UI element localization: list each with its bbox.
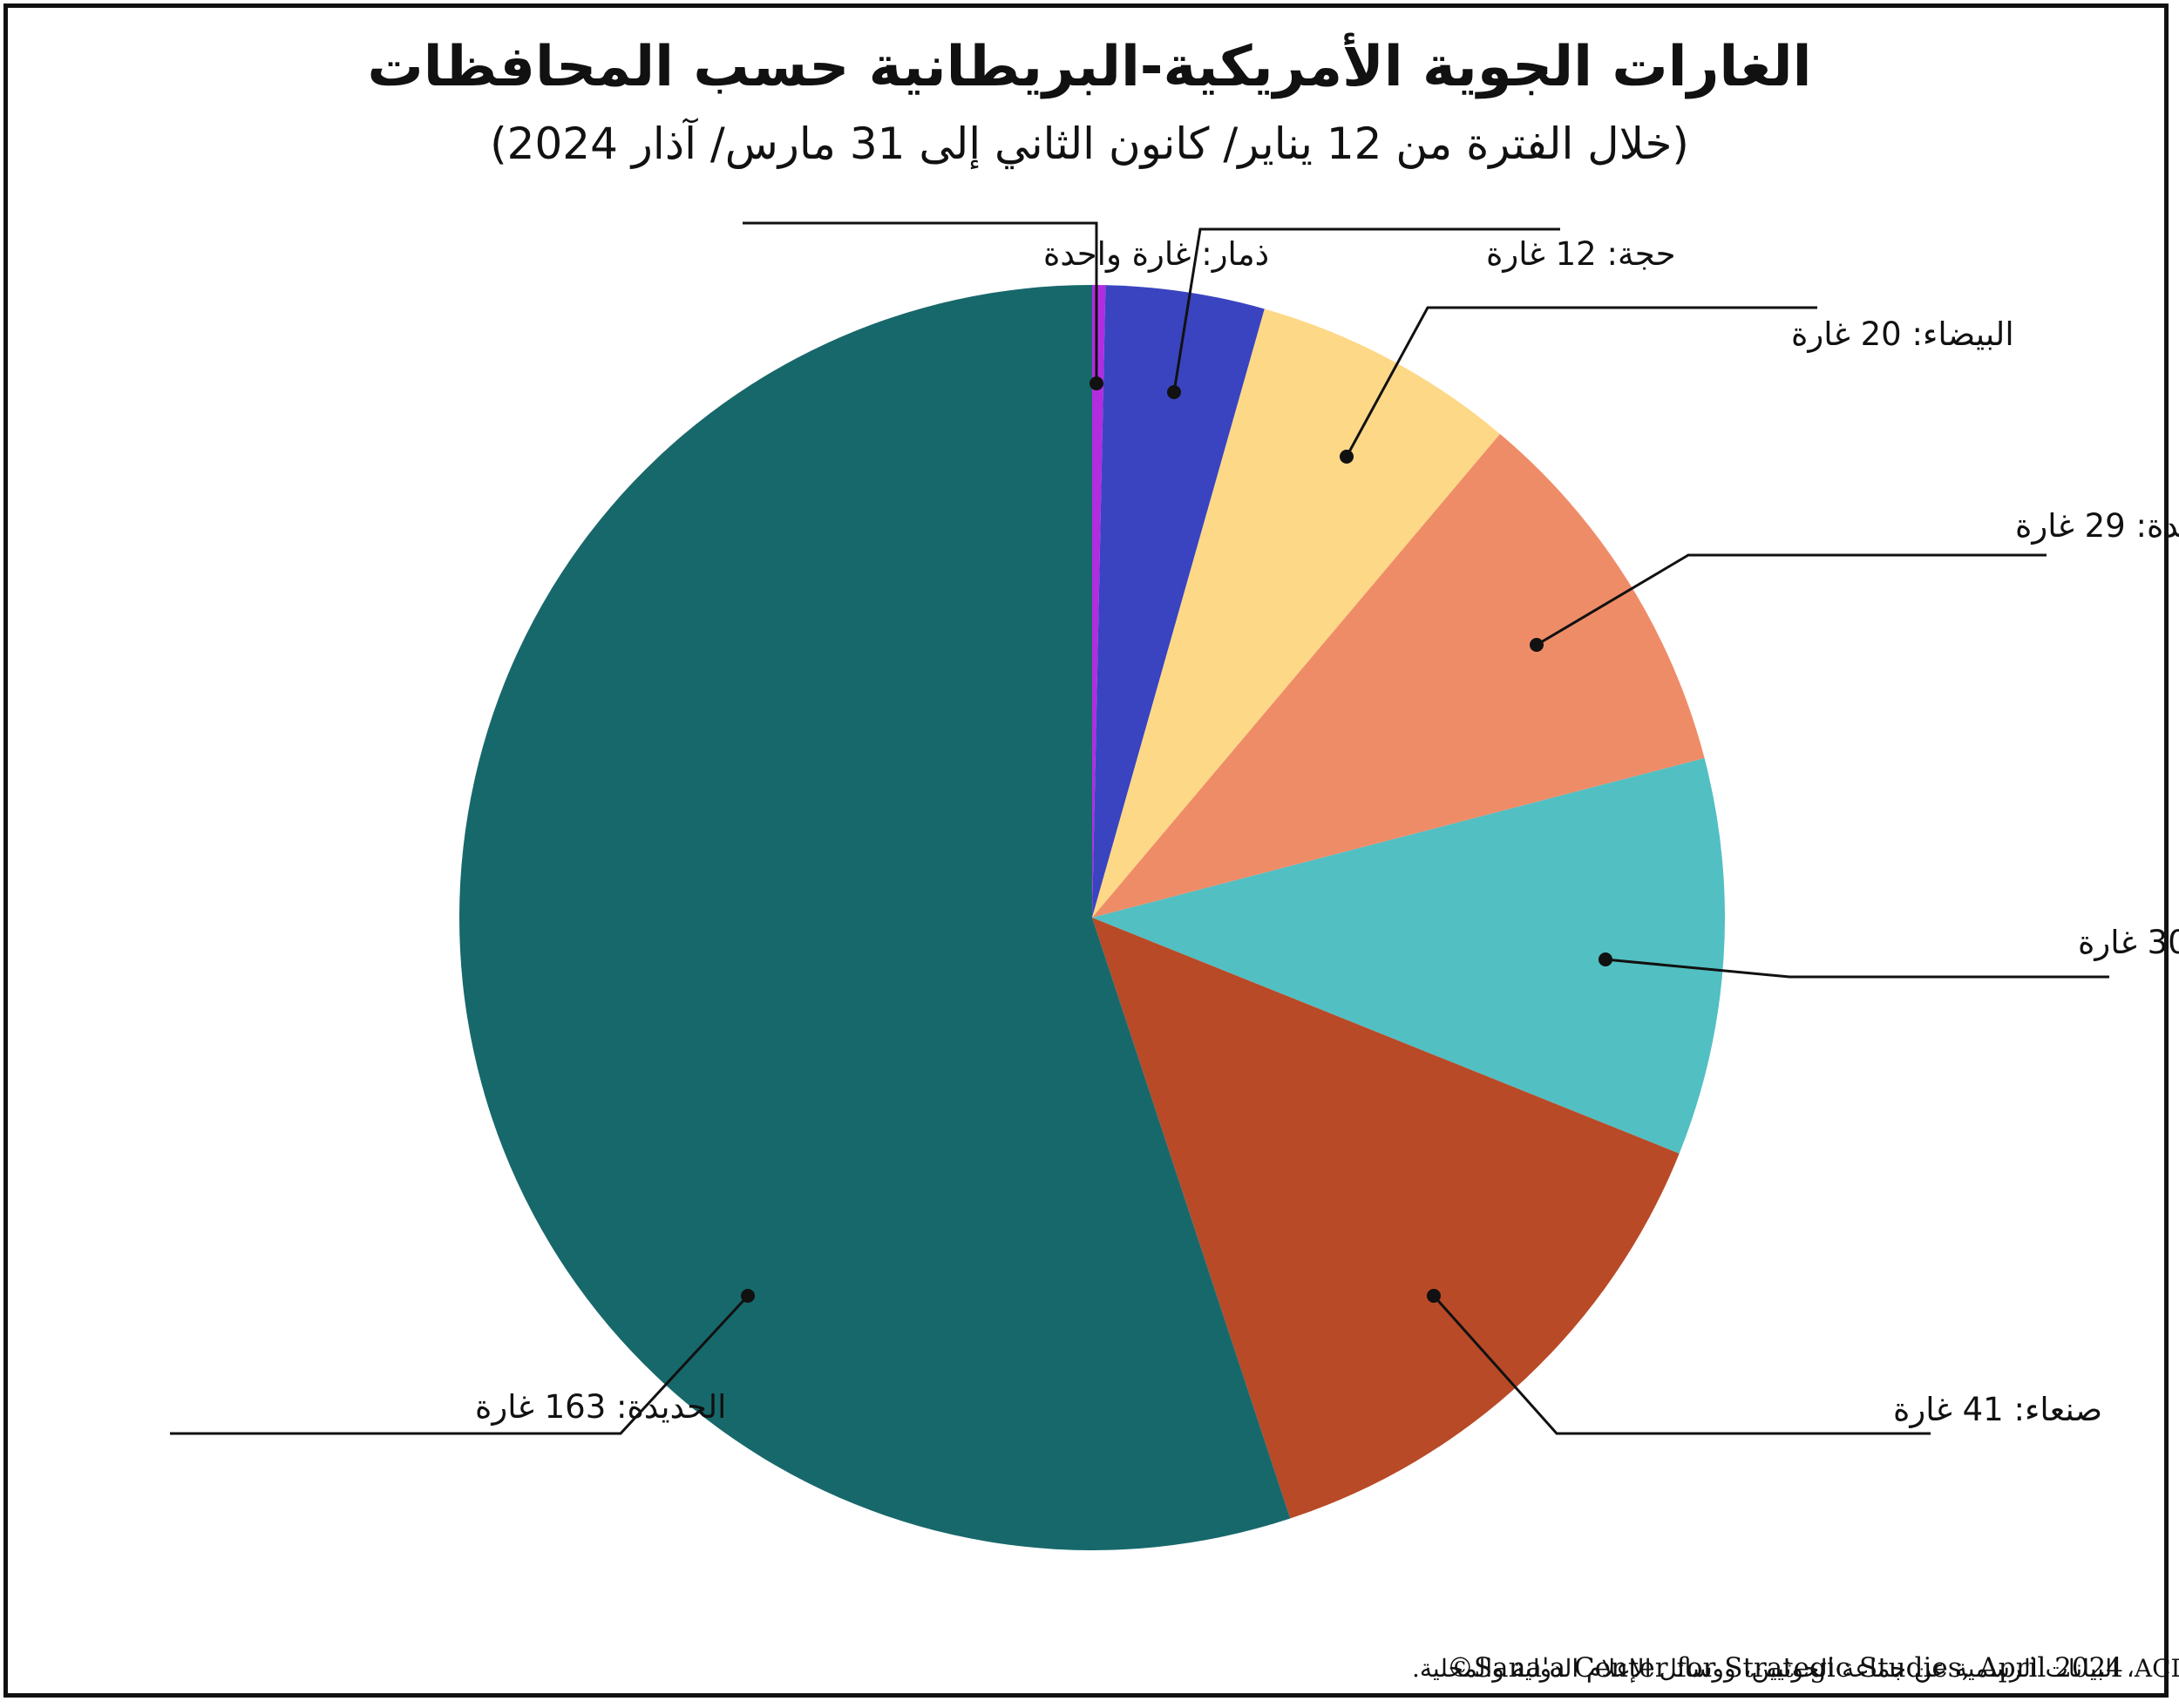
slice-label-7: الحديدة: 163 غارة [475, 1388, 726, 1426]
pie-slice-4 [1092, 433, 1705, 918]
leader-dot-7 [741, 1289, 755, 1303]
slice-label-3: البيضاء: 20 غارة [1791, 315, 2014, 353]
pie-slice-3 [1092, 308, 1500, 918]
slice-label-6: صنعاء: 41 غارة [1893, 1391, 2102, 1428]
leader-line-4 [1536, 553, 2047, 647]
leader-dot-6 [1427, 1289, 1441, 1303]
leader-dot-2 [1167, 385, 1181, 399]
pie-slice-7 [459, 285, 1291, 1551]
leader-line-3 [1345, 306, 1817, 458]
leader-line-6 [1432, 1295, 1931, 1435]
pie-slice-1 [1092, 285, 1106, 918]
slice-label-1: ذمار: غارة واحدة [1043, 235, 1269, 273]
leader-dot-4 [1530, 638, 1544, 652]
slice-label-5: تعز: 30 غارة [2078, 924, 2179, 961]
pie-slice-5 [1092, 758, 1725, 1154]
pie-slice-2 [1092, 285, 1265, 918]
pie-slices [459, 285, 1725, 1551]
slice-label-2: حجة: 12 غارة [1486, 235, 1676, 273]
slice-leader-lines [170, 221, 2109, 1435]
leader-line-5 [1605, 958, 2109, 979]
leader-line-2 [1172, 227, 1560, 393]
pie-slice-6 [1092, 918, 1680, 1519]
slice-labels: ذمار: غارة واحدة حجة: 12 غارة البيضاء: 20 … [475, 235, 2179, 1428]
slice-label-4: صعدة: 29 غارة [2015, 507, 2179, 545]
footer-sources: المصادر: مصادر محلية، ACLED، UKMTO، CENT… [1412, 1654, 2179, 1683]
chart-frame [3, 3, 2169, 1698]
leader-dot-1 [1090, 376, 1103, 390]
leader-dot-3 [1340, 450, 1354, 464]
leader-line-7 [170, 1294, 750, 1435]
leader-line-1 [743, 221, 1098, 383]
footer-credit: ©Sana'a Center for Strategic Studies, Ap… [1447, 1652, 2123, 1684]
leader-dot-5 [1599, 952, 1612, 966]
chart-subtitle: (خلال الفترة من 12 يناير/ كانون الثاني إ… [490, 118, 1689, 170]
chart-title: الغارات الجوية الأمريكية-البريطانية حسب … [367, 32, 1811, 99]
